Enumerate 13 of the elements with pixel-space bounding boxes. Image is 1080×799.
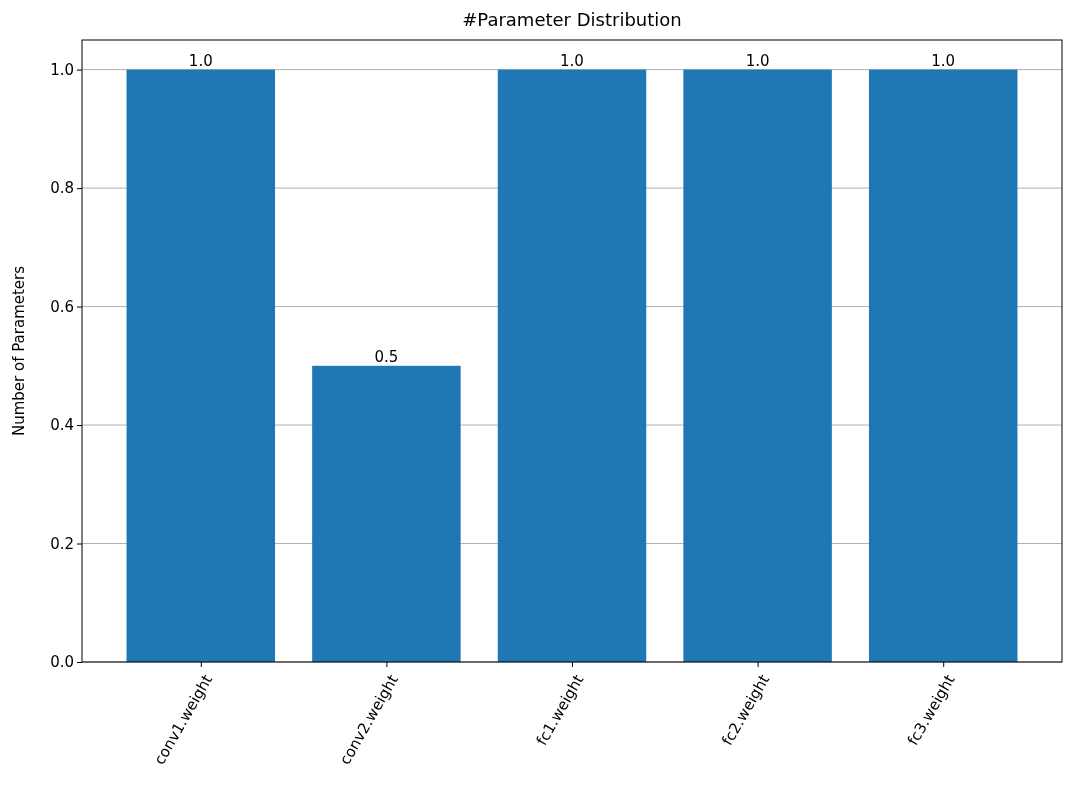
data-label: 1.0 — [560, 51, 584, 70]
y-tick-label: 0.4 — [50, 416, 74, 435]
chart-title: #Parameter Distribution — [462, 9, 682, 30]
data-label: 1.0 — [745, 51, 770, 70]
y-tick-label: 0.2 — [50, 534, 74, 553]
y-axis-title: Number of Parameters — [10, 265, 28, 437]
data-label: 0.5 — [374, 347, 399, 366]
y-tick-label: 1.0 — [50, 60, 74, 79]
data-label: 1.0 — [931, 51, 956, 70]
data-label: 1.0 — [188, 51, 213, 70]
y-tick-label: 0.8 — [50, 179, 74, 198]
y-tick-label: 0.6 — [50, 297, 74, 316]
y-tick-label: 0.0 — [50, 653, 74, 672]
